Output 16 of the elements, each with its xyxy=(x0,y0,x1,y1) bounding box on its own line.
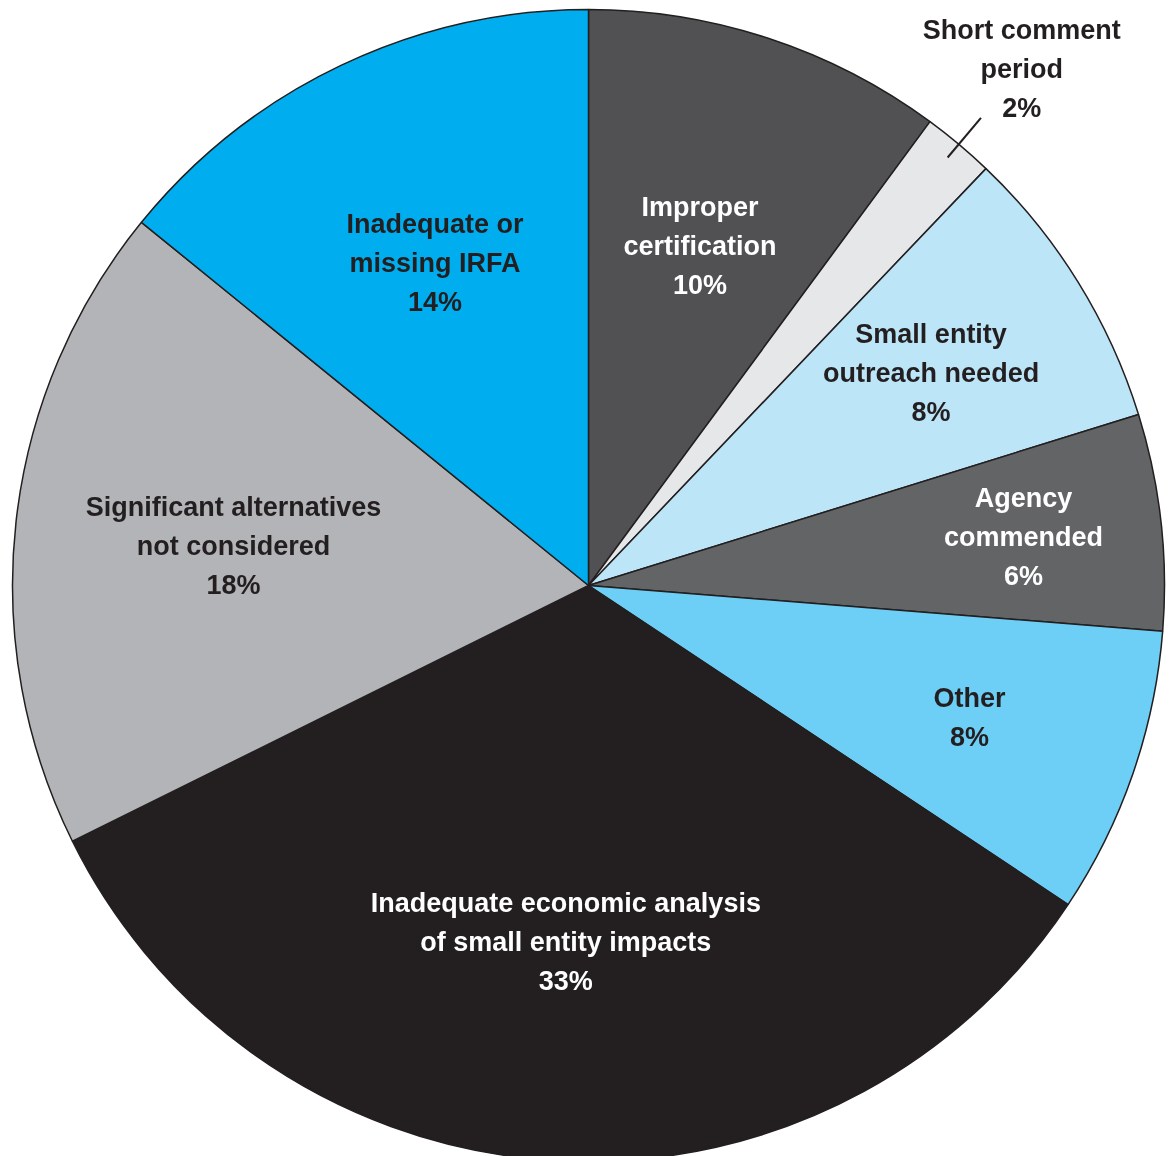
slice-label: Small entity outreach needed xyxy=(823,318,1040,388)
data-label: 8% xyxy=(950,721,990,752)
slice-label: Short comment period xyxy=(922,15,1121,85)
slice-label: Other xyxy=(933,682,1007,713)
slice-label: Significant alternatives not considered xyxy=(85,491,382,561)
slice-label: Inadequate or missing IRFA xyxy=(346,209,525,279)
slice-label: Improper certification xyxy=(623,192,777,262)
data-label: 14% xyxy=(407,287,463,318)
data-label: 6% xyxy=(1004,560,1044,591)
data-label: 10% xyxy=(672,270,727,301)
data-label: 8% xyxy=(911,396,951,427)
data-label: 18% xyxy=(206,569,261,600)
data-label: 2% xyxy=(1002,93,1042,124)
slice-label: Agency commended xyxy=(944,482,1104,552)
data-label: 33% xyxy=(538,965,593,996)
slice-label: Inadequate economic analysis of small entity impacts xyxy=(370,887,761,957)
